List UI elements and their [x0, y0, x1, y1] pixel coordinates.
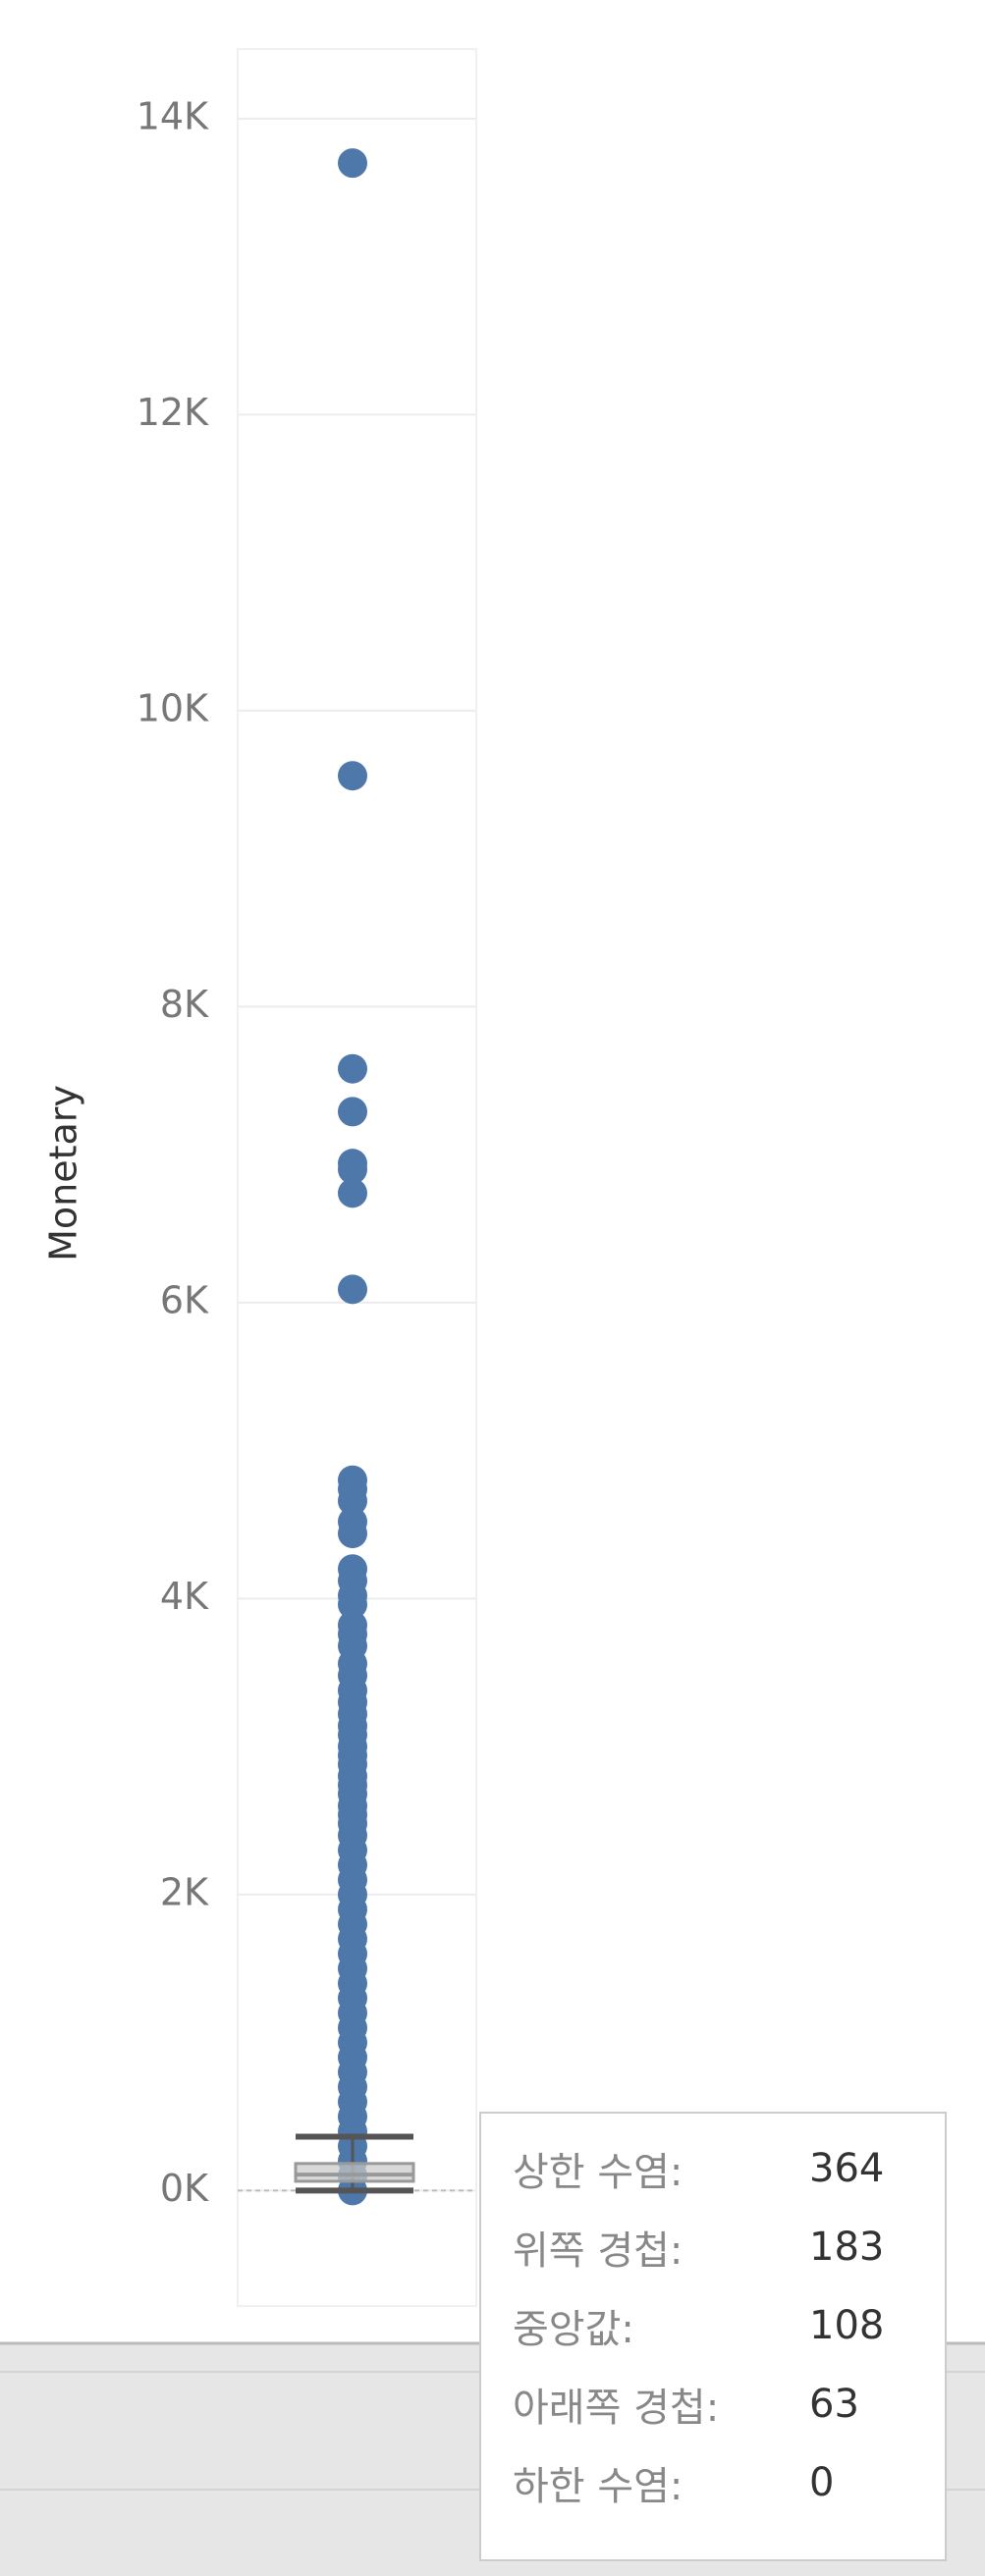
- y-tick-label: 0K: [160, 2167, 209, 2210]
- data-point: [338, 1097, 367, 1127]
- tooltip-label: 중앙값:: [513, 2307, 634, 2352]
- tooltip-label: 상한 수염:: [513, 2150, 684, 2195]
- y-tick-label: 4K: [160, 1575, 209, 1618]
- tooltip-value: 63: [809, 2382, 859, 2427]
- y-tick-label: 6K: [160, 1278, 209, 1321]
- tooltip-row: 중앙값: 108: [513, 2286, 945, 2365]
- data-point: [338, 1053, 367, 1084]
- tooltip-value: 183: [809, 2225, 885, 2270]
- tooltip: 상한 수염: 364 위쪽 경첩: 183 중앙값: 108 아래쪽 경첩: 63 하한 수염:…: [479, 2112, 947, 2561]
- tooltip-value: 0: [809, 2460, 835, 2505]
- tooltip-row: 위쪽 경첩: 183: [513, 2208, 945, 2286]
- data-point: [338, 1274, 367, 1305]
- y-tick-label: 2K: [160, 1870, 209, 1913]
- data-point: [338, 1178, 367, 1208]
- tooltip-row: 하한 수염: 0: [513, 2443, 945, 2522]
- data-point: [338, 1485, 367, 1516]
- y-tick-label: 10K: [137, 686, 209, 729]
- data-point: [338, 1154, 367, 1185]
- data-point: [338, 1589, 367, 1620]
- tooltip-label: 위쪽 경첩:: [513, 2228, 684, 2274]
- data-point: [338, 1519, 367, 1549]
- tooltip-label: 아래쪽 경첩:: [513, 2386, 720, 2431]
- data-point: [338, 761, 367, 791]
- tooltip-row: 상한 수염: 364: [513, 2129, 945, 2208]
- box: [294, 2162, 415, 2183]
- tooltip-value: 108: [809, 2303, 885, 2348]
- plot-area: [237, 48, 477, 2307]
- y-axis-title: Monetary: [42, 1085, 85, 1261]
- data-point: [338, 148, 367, 179]
- y-tick-label: 8K: [160, 983, 209, 1026]
- y-tick-label: 12K: [137, 391, 209, 434]
- tooltip-row: 아래쪽 경첩: 63: [513, 2365, 945, 2443]
- tooltip-value: 364: [809, 2146, 885, 2191]
- y-tick-label: 14K: [137, 94, 209, 137]
- tooltip-label: 하한 수염:: [513, 2464, 684, 2509]
